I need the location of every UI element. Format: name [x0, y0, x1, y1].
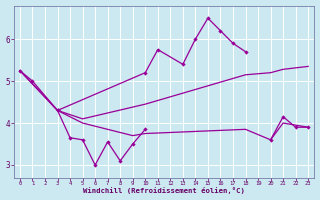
X-axis label: Windchill (Refroidissement éolien,°C): Windchill (Refroidissement éolien,°C) — [83, 187, 245, 194]
